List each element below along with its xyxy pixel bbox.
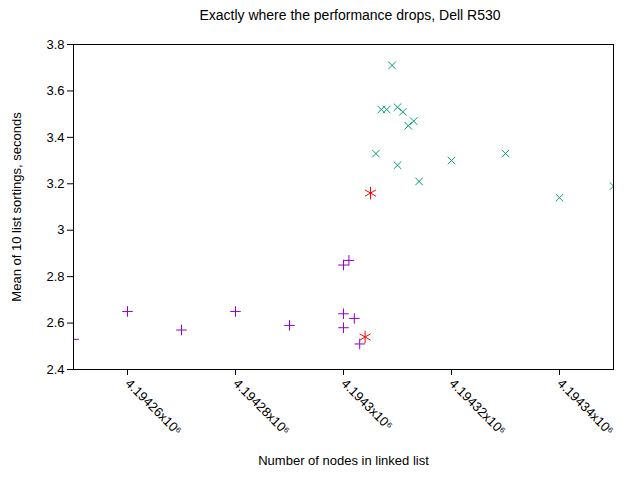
html-text:Exactly where the performance: Exactly where the performance drops, Del… bbox=[199, 7, 501, 23]
svg-text:Mean of 10 list sortings, seco: Mean of 10 list sortings, seconds bbox=[9, 112, 24, 302]
svg-text:3.4: 3.4 bbox=[46, 130, 64, 145]
svg-text:Number of nodes in linked list: Number of nodes in linked list bbox=[258, 453, 429, 468]
svg-text:4.19434x10⁶: 4.19434x10⁶ bbox=[554, 376, 616, 438]
svg-text:2.4: 2.4 bbox=[46, 362, 64, 377]
svg-text:4.1943x10⁶: 4.1943x10⁶ bbox=[338, 376, 395, 433]
svg-text:3.2: 3.2 bbox=[46, 176, 64, 191]
svg-text:3: 3 bbox=[57, 222, 64, 237]
svg-text:2.6: 2.6 bbox=[46, 315, 64, 330]
svg-text:3.8: 3.8 bbox=[46, 37, 64, 52]
svg-text:3.6: 3.6 bbox=[46, 83, 64, 98]
svg-text:4.19432x10⁶: 4.19432x10⁶ bbox=[446, 376, 508, 438]
svg-text:2.8: 2.8 bbox=[46, 269, 64, 284]
svg-text:4.19426x10⁶: 4.19426x10⁶ bbox=[122, 376, 184, 438]
svg-text:4.19428x10⁶: 4.19428x10⁶ bbox=[230, 376, 292, 438]
